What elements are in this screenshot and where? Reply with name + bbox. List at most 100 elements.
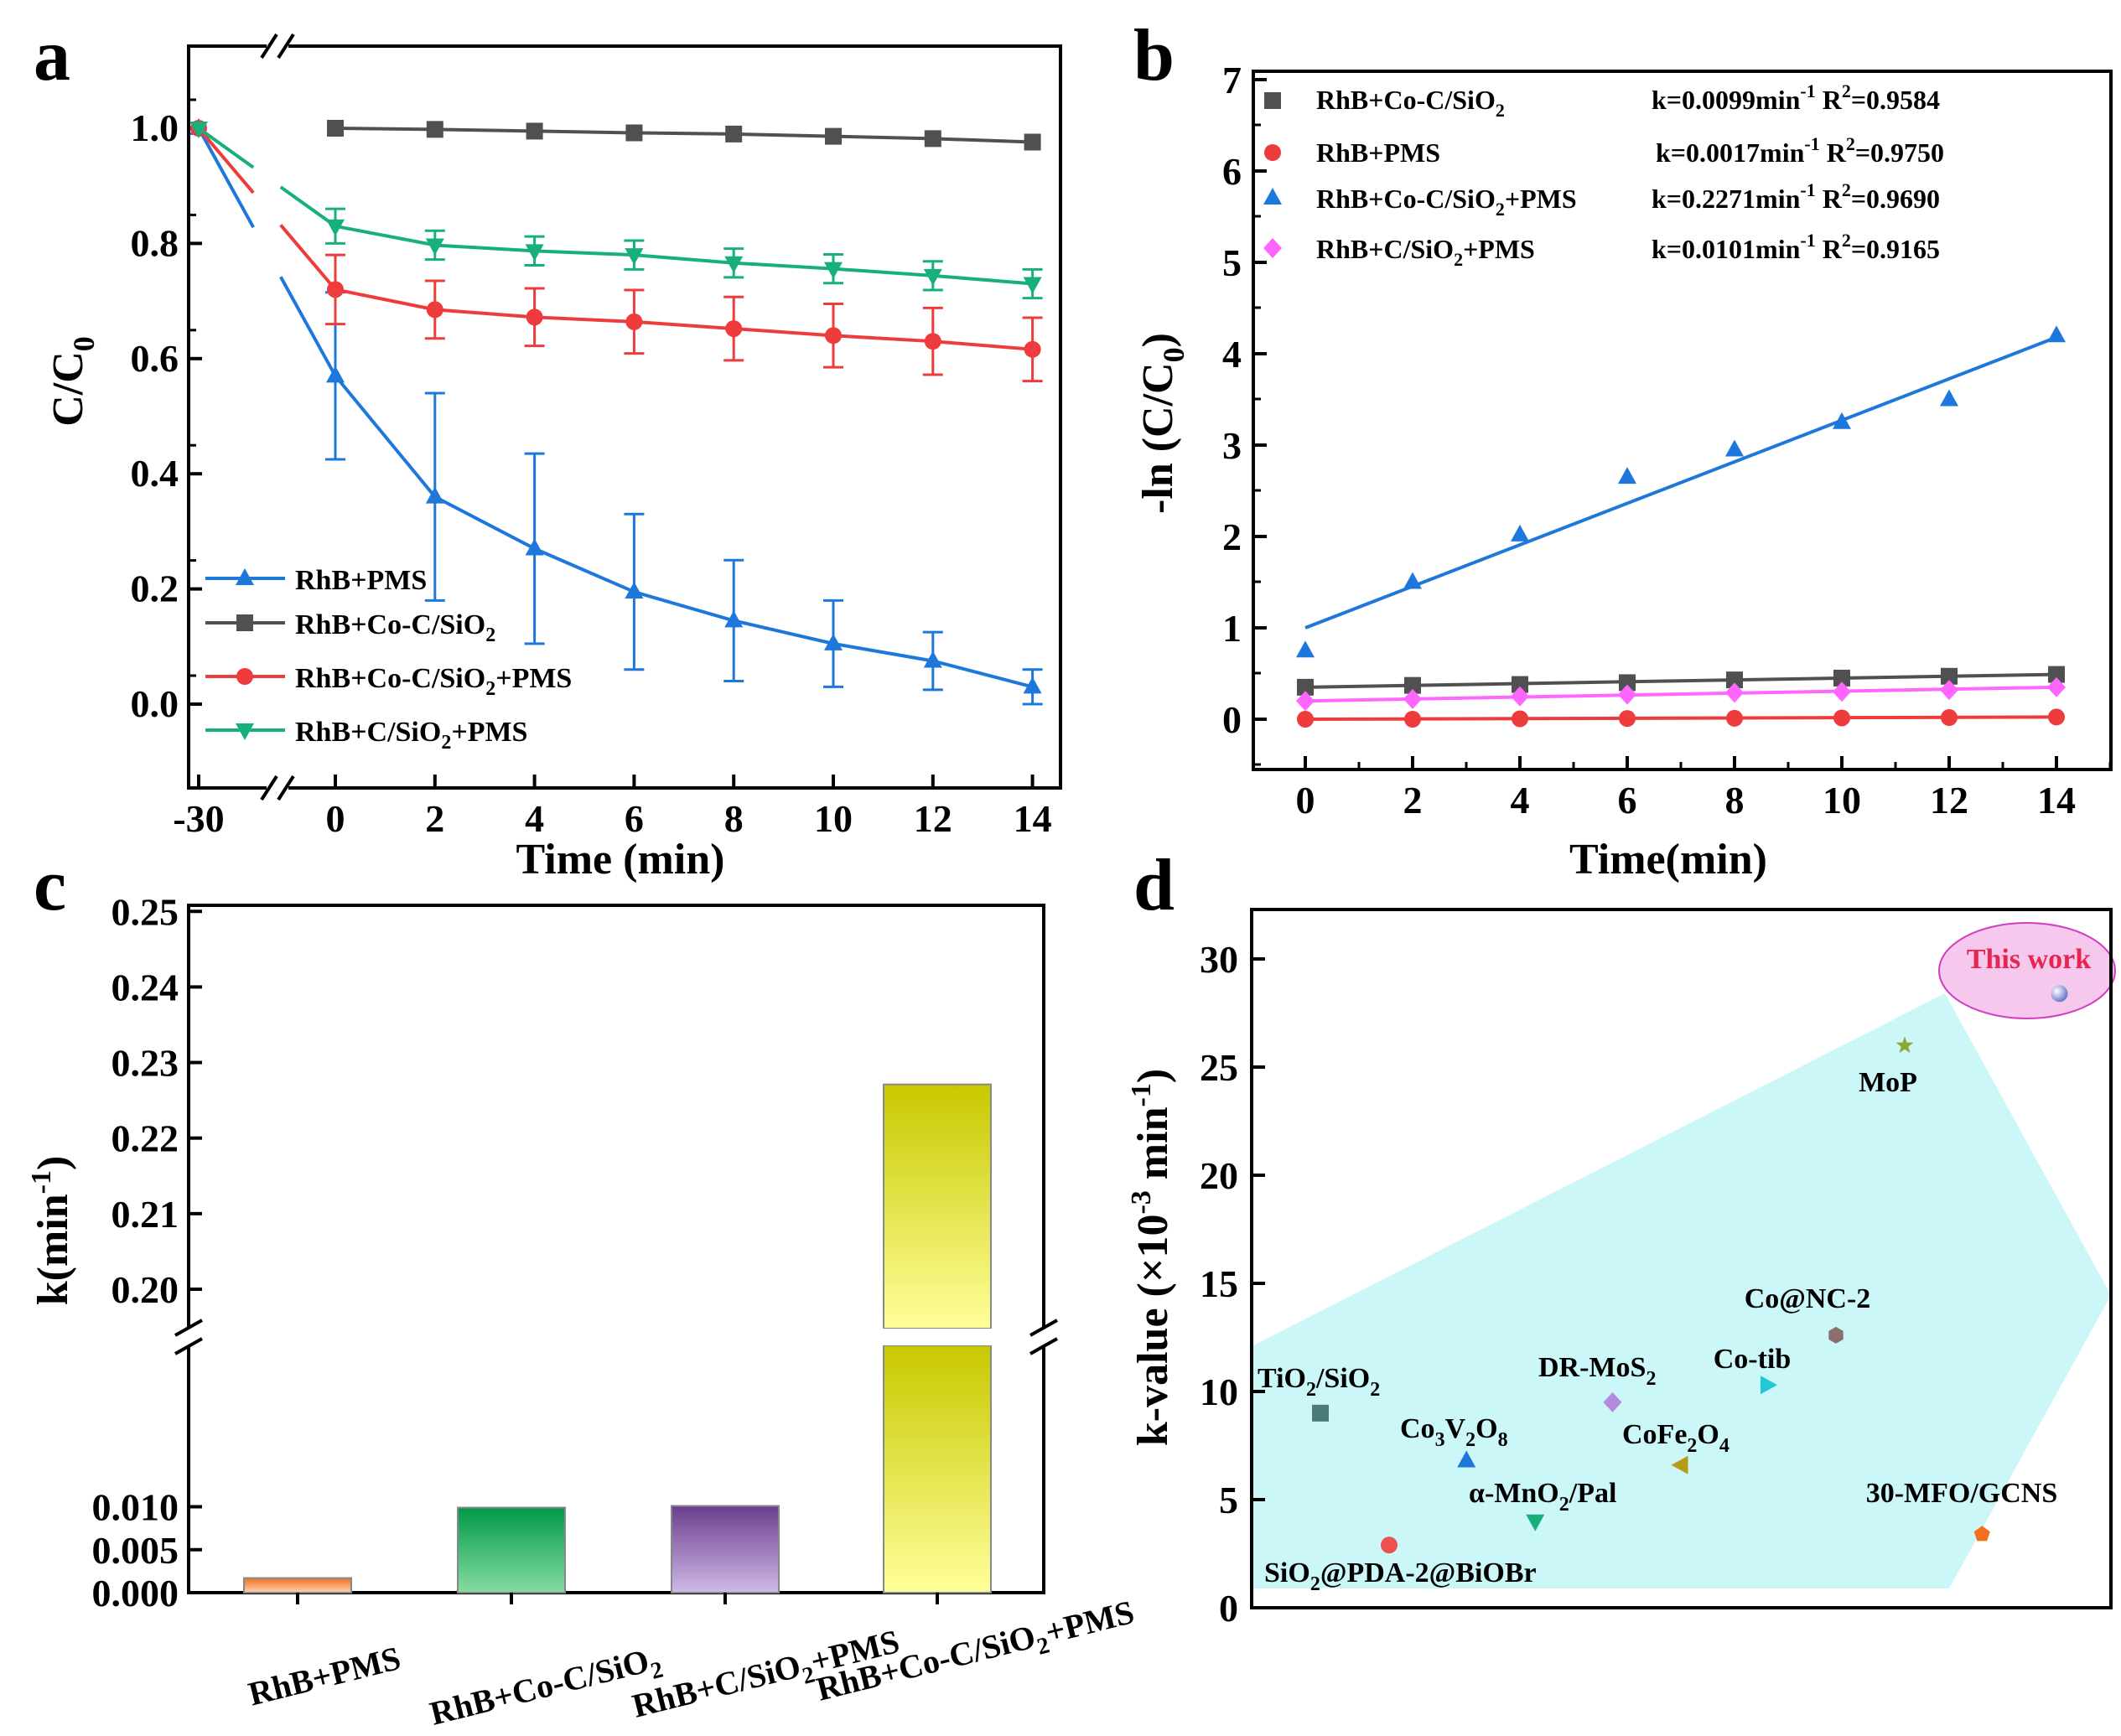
- b-xtick-label: 2: [1403, 779, 1423, 821]
- a-point-3: [725, 320, 743, 338]
- b-point-1: [1619, 674, 1636, 692]
- a-xtick-label: 2: [425, 797, 444, 840]
- label-tio2-sio2: TiO2/SiO2: [1258, 1363, 1380, 1401]
- d-point-6: [1312, 1404, 1329, 1422]
- c-break-mark: [174, 1319, 203, 1337]
- b-point-1: [1404, 676, 1421, 694]
- a-ytick-label: 0.4: [131, 452, 179, 495]
- b-point-2: [1941, 709, 1958, 727]
- d-ytick-label: 10: [1200, 1371, 1238, 1413]
- a-point-4: [525, 244, 544, 262]
- b-point-1: [1512, 676, 1528, 693]
- panel-a-xlabel: Time (min): [516, 836, 725, 884]
- c-ytick-label: 0.20: [111, 1268, 179, 1311]
- c-bar-3: [671, 1505, 780, 1593]
- a-line-segment: [197, 127, 255, 229]
- b-point-3: [1403, 572, 1422, 589]
- b-xtick-label: 0: [1296, 779, 1315, 821]
- a-break-mark: [260, 775, 278, 801]
- panel-c-ylabel: k(min-1): [26, 1156, 77, 1306]
- panel-c-label: c: [34, 845, 66, 926]
- panel-d-plot: 0 5 10 15 20 25 30: [1200, 908, 2116, 1630]
- d-this-work-ellipse: [1938, 922, 2116, 1019]
- b-xtick-label: 6: [1618, 779, 1637, 821]
- a-point-4: [824, 262, 843, 279]
- a-point-3: [426, 301, 443, 319]
- a-break-mark: [260, 33, 278, 60]
- a-point-3: [1024, 340, 1041, 358]
- d-point-11: [1381, 1536, 1398, 1554]
- b-point-3: [1725, 439, 1744, 457]
- label-co3v2o8: Co3V2O8: [1400, 1413, 1508, 1451]
- c-bar-2: [457, 1506, 566, 1594]
- label-co-nc: Co@NC-2: [1745, 1283, 1871, 1314]
- b-point-2: [1833, 709, 1850, 727]
- a-point-4: [425, 238, 444, 256]
- b-ytick-label: 4: [1222, 333, 1242, 376]
- b-point-1: [1941, 667, 1958, 685]
- a-point-3: [825, 327, 842, 345]
- legend-a-2: RhB+Co-C/SiO2: [295, 609, 495, 646]
- b-point-2: [1726, 709, 1743, 727]
- b-fit-line-1: [1304, 672, 2057, 689]
- b-xtick-label: 10: [1823, 779, 1861, 821]
- panel-d: d 0 5 10 15 20 25 30 k-value (×10-3 min-1) Thi…: [1126, 845, 2116, 1630]
- panel-b-ylabel: -ln (C/C0): [1134, 333, 1190, 514]
- b-legend-marker: [1263, 238, 1282, 258]
- d-point-1: [2051, 985, 2068, 1003]
- a-line-segment: [197, 127, 255, 194]
- a-point-4: [189, 122, 208, 138]
- legend-a-4: RhB+C/SiO2+PMS: [295, 717, 527, 754]
- a-point-1: [724, 610, 744, 628]
- b-point-3: [2047, 325, 2066, 343]
- panel-d-ylabel: k-value (×10-3 min-1): [1126, 1069, 1177, 1446]
- a-point-2: [924, 130, 941, 148]
- b-legend-marker: [1264, 144, 1281, 161]
- d-ytick-label: 20: [1200, 1154, 1238, 1197]
- b-fit-line-2: [1304, 715, 2057, 721]
- c-ytick-label: 0.010: [92, 1486, 179, 1529]
- a-point-3: [526, 308, 543, 326]
- panel-a-ylabel-sub: 0: [67, 336, 101, 351]
- legend-b-k4: k=0.0101min-1 R2=0.9165: [1652, 230, 1940, 264]
- b-point-4: [1296, 691, 1315, 712]
- c-ytick-label: 0.21: [111, 1193, 179, 1236]
- b-point-2: [1512, 710, 1528, 728]
- panel-a: a 0.0 0.2 0.4 0.6 0.8 1.0 -30 0 2 4 6 8 10 12 14 Time …: [34, 15, 1062, 884]
- c-ytick-label: 0.23: [111, 1042, 179, 1085]
- b-ytick-label: 3: [1222, 424, 1242, 467]
- c-bar-4-upper: [883, 1083, 992, 1329]
- panel-a-ylabel-main: C/C: [44, 351, 92, 427]
- panel-d-labels: This work MoP Co@NC-2 Co-tib DR-MoS2 CoF…: [1258, 944, 2091, 1595]
- c-break-gap: [172, 1329, 1060, 1345]
- d-point-5: [1603, 1391, 1622, 1412]
- d-ytick-label: 5: [1219, 1479, 1238, 1521]
- c-ytick-label: 0.22: [111, 1117, 179, 1160]
- b-point-4: [1403, 689, 1422, 710]
- d-point-3: [1828, 1326, 1844, 1344]
- legend-a-3: RhB+Co-C/SiO2+PMS: [295, 663, 572, 700]
- b-ytick-label: 6: [1222, 150, 1242, 193]
- a-xtick-label: 10: [814, 797, 853, 840]
- a-legend-marker: [236, 668, 253, 685]
- b-fit-line-3: [1304, 335, 2057, 630]
- d-point-2: [1895, 1036, 1914, 1054]
- a-point-4: [1023, 277, 1042, 294]
- a-point-4: [724, 256, 744, 273]
- a-ytick-label: 0.6: [131, 337, 179, 380]
- a-point-1: [326, 365, 345, 383]
- a-point-3: [625, 313, 643, 330]
- a-line-segment: [197, 127, 255, 169]
- legend-b-2: RhB+PMS: [1316, 137, 1440, 168]
- a-point-2: [825, 127, 842, 145]
- b-point-4: [1940, 680, 1958, 701]
- legend-b-1: RhB+Co-C/SiO2: [1316, 85, 1505, 121]
- a-point-2: [725, 125, 743, 143]
- d-point-8: [1671, 1455, 1688, 1474]
- b-point-4: [1833, 681, 1851, 702]
- a-point-1: [824, 633, 843, 650]
- panel-d-frame: [1250, 908, 2113, 1609]
- b-legend-marker: [1264, 92, 1281, 109]
